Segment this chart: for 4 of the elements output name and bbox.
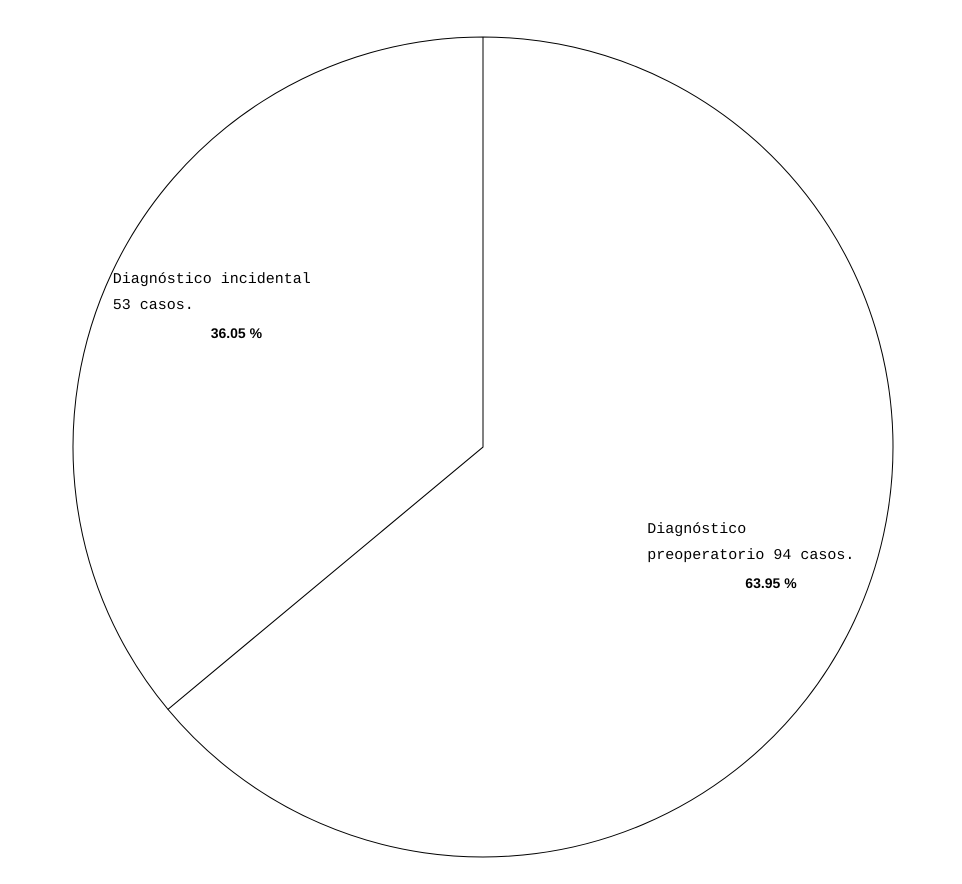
data-label: 63.95 %	[745, 575, 798, 592]
slice-label: Diagnóstico preoperatorio 94 casos.	[647, 520, 856, 566]
data-label: 36.05 %	[210, 324, 264, 341]
slice-label: Diagnóstico incidental 53 casos.	[112, 270, 312, 316]
